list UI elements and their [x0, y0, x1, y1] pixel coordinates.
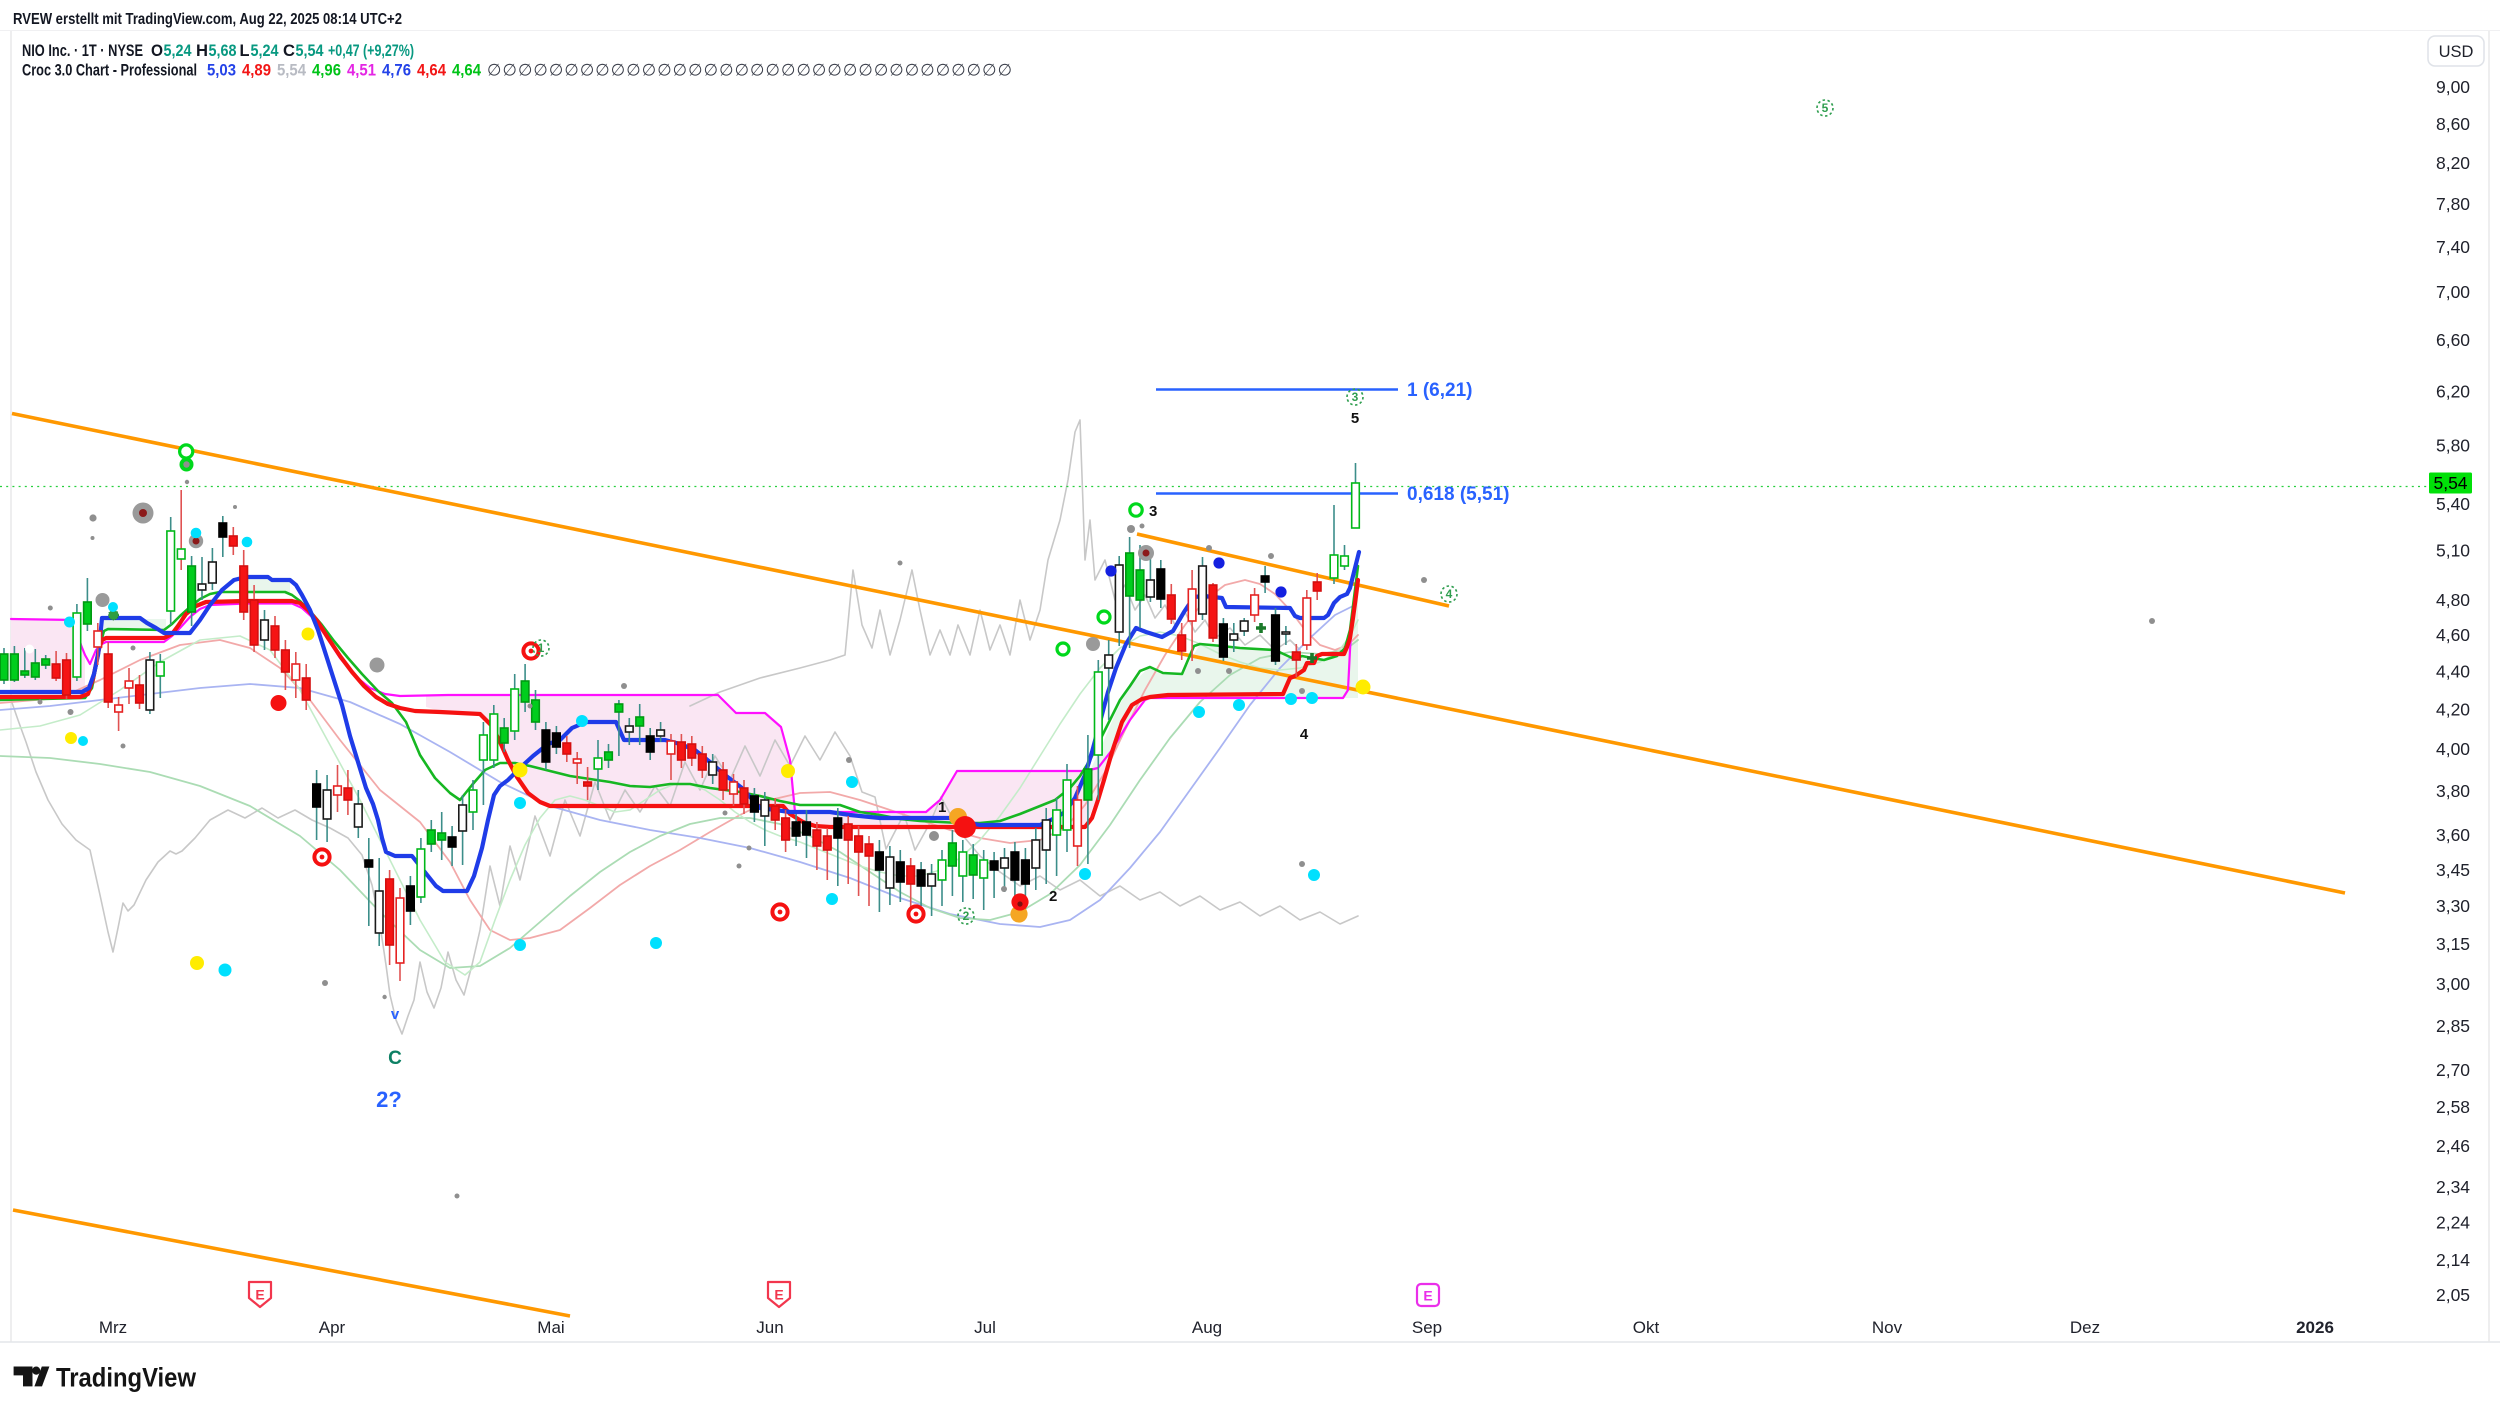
svg-text:5: 5	[1822, 101, 1829, 115]
svg-text:4,96: 4,96	[312, 61, 341, 80]
svg-text:E: E	[1423, 1288, 1432, 1304]
svg-text:4,80: 4,80	[2436, 590, 2470, 610]
svg-text:5,24: 5,24	[164, 41, 192, 60]
svg-text:E: E	[774, 1287, 783, 1303]
svg-text:E: E	[255, 1287, 264, 1303]
svg-text:4: 4	[1446, 587, 1453, 601]
svg-text:2,34: 2,34	[2436, 1177, 2470, 1197]
svg-text:3,60: 3,60	[2436, 825, 2470, 845]
svg-text:4,64: 4,64	[452, 61, 481, 80]
svg-text:Mai: Mai	[537, 1318, 564, 1337]
svg-text:C: C	[283, 41, 295, 60]
svg-text:2026: 2026	[2296, 1318, 2334, 1337]
svg-text:5: 5	[1351, 410, 1359, 427]
svg-text:3,45: 3,45	[2436, 860, 2470, 880]
svg-text:4,40: 4,40	[2436, 661, 2470, 681]
svg-text:2,46: 2,46	[2436, 1136, 2470, 1156]
svg-text:NIO Inc. · 1T · NYSE: NIO Inc. · 1T · NYSE	[22, 41, 143, 60]
svg-text:5,54: 5,54	[296, 41, 324, 60]
svg-text:4: 4	[1300, 726, 1309, 743]
svg-text:3,00: 3,00	[2436, 974, 2470, 994]
svg-text:1: 1	[538, 641, 545, 655]
svg-text:7,00: 7,00	[2436, 282, 2470, 302]
svg-text:5,10: 5,10	[2436, 541, 2470, 561]
svg-text:H: H	[196, 41, 208, 60]
svg-text:5,54: 5,54	[2433, 473, 2467, 493]
svg-text:∅∅∅∅∅∅∅∅∅∅∅∅∅∅∅∅∅∅∅∅∅∅∅∅∅∅∅∅∅∅: ∅∅∅∅∅∅∅∅∅∅∅∅∅∅∅∅∅∅∅∅∅∅∅∅∅∅∅∅∅∅∅∅∅∅	[487, 62, 1013, 80]
svg-text:Croc 3.0 Chart - Professional: Croc 3.0 Chart - Professional	[22, 61, 197, 80]
svg-text:5,54: 5,54	[277, 61, 306, 80]
svg-text:7,40: 7,40	[2436, 237, 2470, 257]
svg-text:8,20: 8,20	[2436, 153, 2470, 173]
svg-text:5,40: 5,40	[2436, 494, 2470, 514]
svg-text:L: L	[240, 41, 250, 60]
svg-text:2,70: 2,70	[2436, 1060, 2470, 1080]
svg-text:3,80: 3,80	[2436, 781, 2470, 801]
svg-text:Apr: Apr	[319, 1318, 346, 1337]
svg-text:5,68: 5,68	[209, 41, 237, 60]
svg-text:C: C	[388, 1048, 402, 1069]
svg-text:5,03: 5,03	[207, 61, 236, 80]
svg-text:4,76: 4,76	[382, 61, 411, 80]
svg-text:6,20: 6,20	[2436, 381, 2470, 401]
svg-text:4,60: 4,60	[2436, 625, 2470, 645]
svg-text:Mrz: Mrz	[99, 1318, 127, 1337]
svg-text:5,80: 5,80	[2436, 436, 2470, 456]
svg-text:4,00: 4,00	[2436, 739, 2470, 759]
svg-text:USD: USD	[2439, 43, 2474, 61]
svg-text:RVEW erstellt mit TradingView.: RVEW erstellt mit TradingView.com, Aug 2…	[13, 11, 402, 28]
svg-text:2?: 2?	[376, 1087, 402, 1112]
svg-text:6,60: 6,60	[2436, 330, 2470, 350]
svg-text:1: 1	[938, 799, 946, 816]
svg-text:1 (6,21): 1 (6,21)	[1407, 380, 1472, 401]
svg-text:O: O	[151, 41, 163, 60]
svg-text:TradingView: TradingView	[56, 1362, 196, 1392]
svg-text:2,05: 2,05	[2436, 1285, 2470, 1305]
svg-text:Okt: Okt	[1633, 1318, 1660, 1337]
svg-text:2: 2	[1049, 888, 1057, 905]
svg-text:2,24: 2,24	[2436, 1213, 2470, 1233]
svg-text:3,30: 3,30	[2436, 896, 2470, 916]
svg-text:4,20: 4,20	[2436, 699, 2470, 719]
svg-text:Aug: Aug	[1192, 1318, 1222, 1337]
svg-text:Jun: Jun	[756, 1318, 783, 1337]
svg-text:4,51: 4,51	[347, 61, 376, 80]
svg-text:7,80: 7,80	[2436, 194, 2470, 214]
svg-text:v: v	[391, 1006, 400, 1023]
svg-text:3,15: 3,15	[2436, 934, 2470, 954]
svg-text:2,85: 2,85	[2436, 1016, 2470, 1036]
svg-text:2,14: 2,14	[2436, 1250, 2470, 1270]
svg-text:Dez: Dez	[2070, 1318, 2100, 1337]
svg-text:9,00: 9,00	[2436, 77, 2470, 97]
svg-text:2,58: 2,58	[2436, 1097, 2470, 1117]
svg-text:4,64: 4,64	[417, 61, 446, 80]
svg-text:Jul: Jul	[974, 1318, 996, 1337]
svg-text:Nov: Nov	[1872, 1318, 1903, 1337]
svg-text:+0,47 (+9,27%): +0,47 (+9,27%)	[328, 41, 414, 60]
svg-text:3: 3	[1352, 390, 1359, 404]
svg-text:4,89: 4,89	[242, 61, 271, 80]
svg-text:2: 2	[963, 909, 970, 923]
svg-text:8,60: 8,60	[2436, 114, 2470, 134]
svg-text:5,24: 5,24	[251, 41, 279, 60]
svg-text:Sep: Sep	[1412, 1318, 1442, 1337]
svg-text:3: 3	[1149, 503, 1157, 520]
svg-text:0,618 (5,51): 0,618 (5,51)	[1407, 484, 1509, 505]
